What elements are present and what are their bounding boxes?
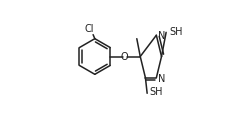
Text: N: N [158, 31, 165, 41]
Text: Cl: Cl [85, 24, 94, 34]
Text: SH: SH [169, 27, 183, 37]
Text: O: O [121, 52, 129, 62]
Text: SH: SH [149, 86, 162, 96]
Text: N: N [158, 73, 165, 83]
